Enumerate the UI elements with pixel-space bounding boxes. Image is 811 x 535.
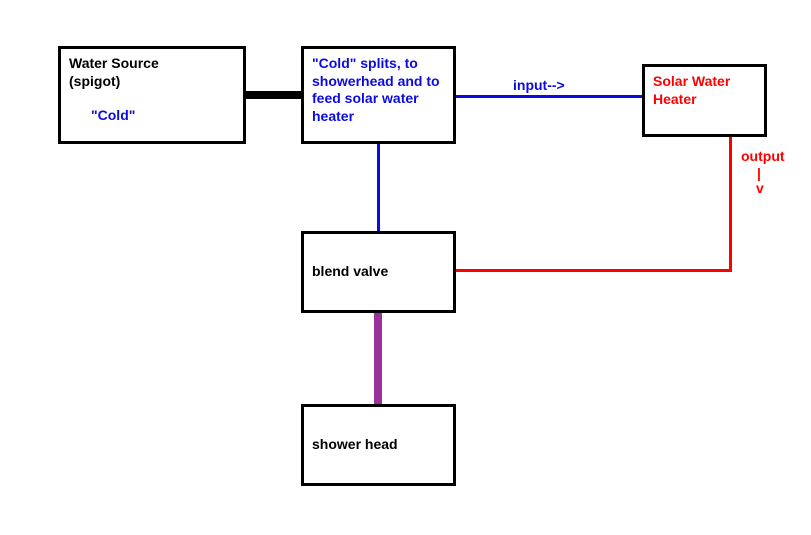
water-source-line1: Water Source: [69, 55, 235, 73]
node-blend-valve: blend valve: [301, 231, 456, 313]
shower-head-text: shower head: [312, 436, 398, 454]
node-solar-heater: Solar Water Heater: [642, 64, 767, 137]
label-input: input-->: [513, 77, 565, 93]
water-source-cold-label: "Cold": [91, 107, 135, 125]
edge-blend-to-shower: [374, 313, 382, 404]
edge-split-to-blend: [377, 144, 380, 231]
node-shower-head: shower head: [301, 404, 456, 486]
edge-split-to-heater: [456, 95, 642, 98]
node-water-source: Water Source (spigot) "Cold": [58, 46, 246, 144]
edge-heater-to-blend: [456, 269, 732, 272]
node-cold-splits: "Cold" splits, to showerhead and to feed…: [301, 46, 456, 144]
cold-splits-text: "Cold" splits, to showerhead and to feed…: [312, 55, 445, 125]
water-source-line2: (spigot): [69, 73, 235, 91]
solar-heater-line2: Heater: [653, 91, 756, 109]
solar-heater-line1: Solar Water: [653, 73, 756, 91]
edge-heater-output-v: [729, 137, 732, 272]
edge-source-to-split: [246, 91, 301, 99]
blend-valve-text: blend valve: [312, 263, 388, 281]
output-arrow-bar: |: [757, 165, 761, 181]
output-arrow-head: v: [756, 180, 764, 196]
label-output: output: [741, 148, 785, 164]
